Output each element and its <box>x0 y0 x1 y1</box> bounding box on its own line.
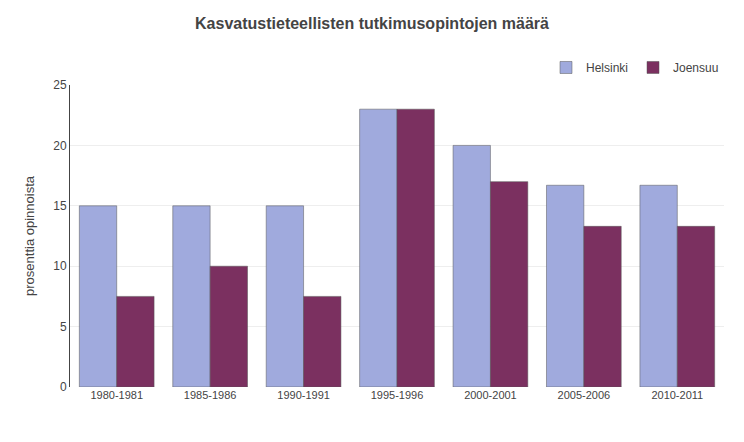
svg-text:15: 15 <box>53 199 67 213</box>
svg-text:Joensuu: Joensuu <box>673 61 718 75</box>
svg-text:1990-1991: 1990-1991 <box>277 389 330 401</box>
svg-text:25: 25 <box>53 78 67 92</box>
svg-text:5: 5 <box>60 320 67 334</box>
svg-text:prosenttia opinnoista: prosenttia opinnoista <box>22 175 37 296</box>
svg-text:10: 10 <box>53 259 67 273</box>
svg-text:2005-2006: 2005-2006 <box>558 389 611 401</box>
svg-text:Helsinki: Helsinki <box>586 61 628 75</box>
svg-text:1985-1986: 1985-1986 <box>184 389 237 401</box>
svg-text:1995-1996: 1995-1996 <box>371 389 424 401</box>
svg-text:20: 20 <box>53 139 67 153</box>
svg-text:2010-2011: 2010-2011 <box>651 389 703 401</box>
svg-text:1980-1981: 1980-1981 <box>90 389 143 401</box>
svg-text:Kasvatustieteellisten tutkimus: Kasvatustieteellisten tutkimusopintojen … <box>195 15 549 32</box>
svg-text:2000-2001: 2000-2001 <box>464 389 517 401</box>
svg-text:0: 0 <box>60 380 67 394</box>
